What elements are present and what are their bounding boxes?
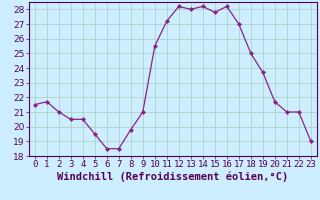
X-axis label: Windchill (Refroidissement éolien,°C): Windchill (Refroidissement éolien,°C) [57,172,288,182]
